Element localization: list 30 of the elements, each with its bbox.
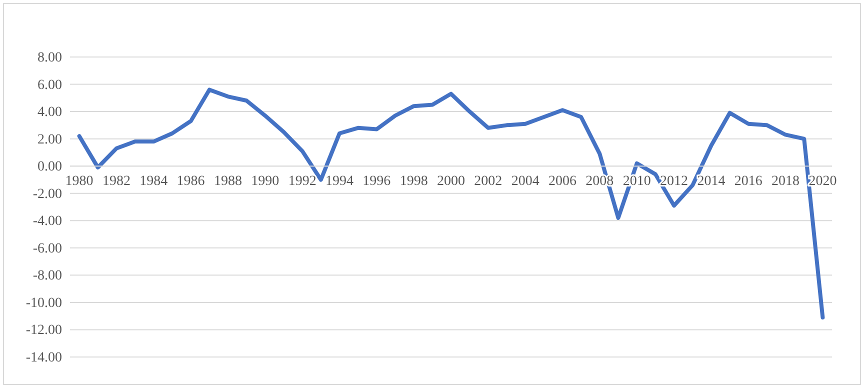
x-tick-label: 2000 (437, 174, 465, 190)
x-tick-label: 1998 (400, 174, 428, 190)
x-tick-label: 1992 (288, 174, 316, 190)
x-tick-label: 1994 (325, 174, 354, 190)
x-tick-label: 1980 (65, 174, 94, 190)
y-tick-label: 4.00 (38, 105, 62, 120)
x-tick-label: 2004 (511, 174, 540, 190)
x-tick-label: 2016 (734, 174, 762, 190)
y-tick-label: -14.00 (26, 350, 62, 366)
y-tick-label: -10.00 (26, 296, 62, 311)
x-tick-label: 1990 (251, 174, 280, 190)
x-tick-label: 1982 (102, 174, 130, 190)
y-tick-label: 6.00 (38, 78, 62, 93)
x-tick-label: 1986 (176, 174, 205, 190)
x-tick-label: 2012 (660, 174, 688, 190)
x-tick-label: 2002 (474, 174, 502, 190)
x-tick-label: 2014 (697, 174, 726, 190)
y-tick-label: 2.00 (38, 132, 62, 148)
x-tick-label: 2018 (772, 174, 800, 190)
x-tick-label: 2006 (548, 174, 577, 190)
x-tick-label: 1984 (140, 174, 168, 190)
y-tick-label: -6.00 (32, 241, 62, 256)
x-tick-label: 1996 (362, 174, 391, 190)
y-tick-label: 8.00 (38, 50, 62, 66)
y-tick-label: -4.00 (32, 214, 62, 230)
y-tick-label: -8.00 (32, 268, 62, 284)
y-tick-label: -2.00 (32, 186, 62, 202)
x-tick-label: 1988 (214, 174, 242, 190)
y-tick-label: -12.00 (26, 323, 62, 338)
y-tick-label: 0.00 (38, 160, 62, 175)
